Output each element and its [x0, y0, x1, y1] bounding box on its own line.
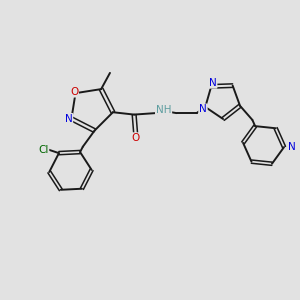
Text: O: O [131, 133, 140, 143]
Text: N: N [287, 142, 295, 152]
Text: O: O [70, 87, 78, 97]
Text: Cl: Cl [38, 145, 49, 154]
Text: N: N [199, 104, 207, 114]
Text: NH: NH [156, 105, 171, 115]
Text: N: N [64, 114, 72, 124]
Text: N: N [209, 78, 217, 88]
